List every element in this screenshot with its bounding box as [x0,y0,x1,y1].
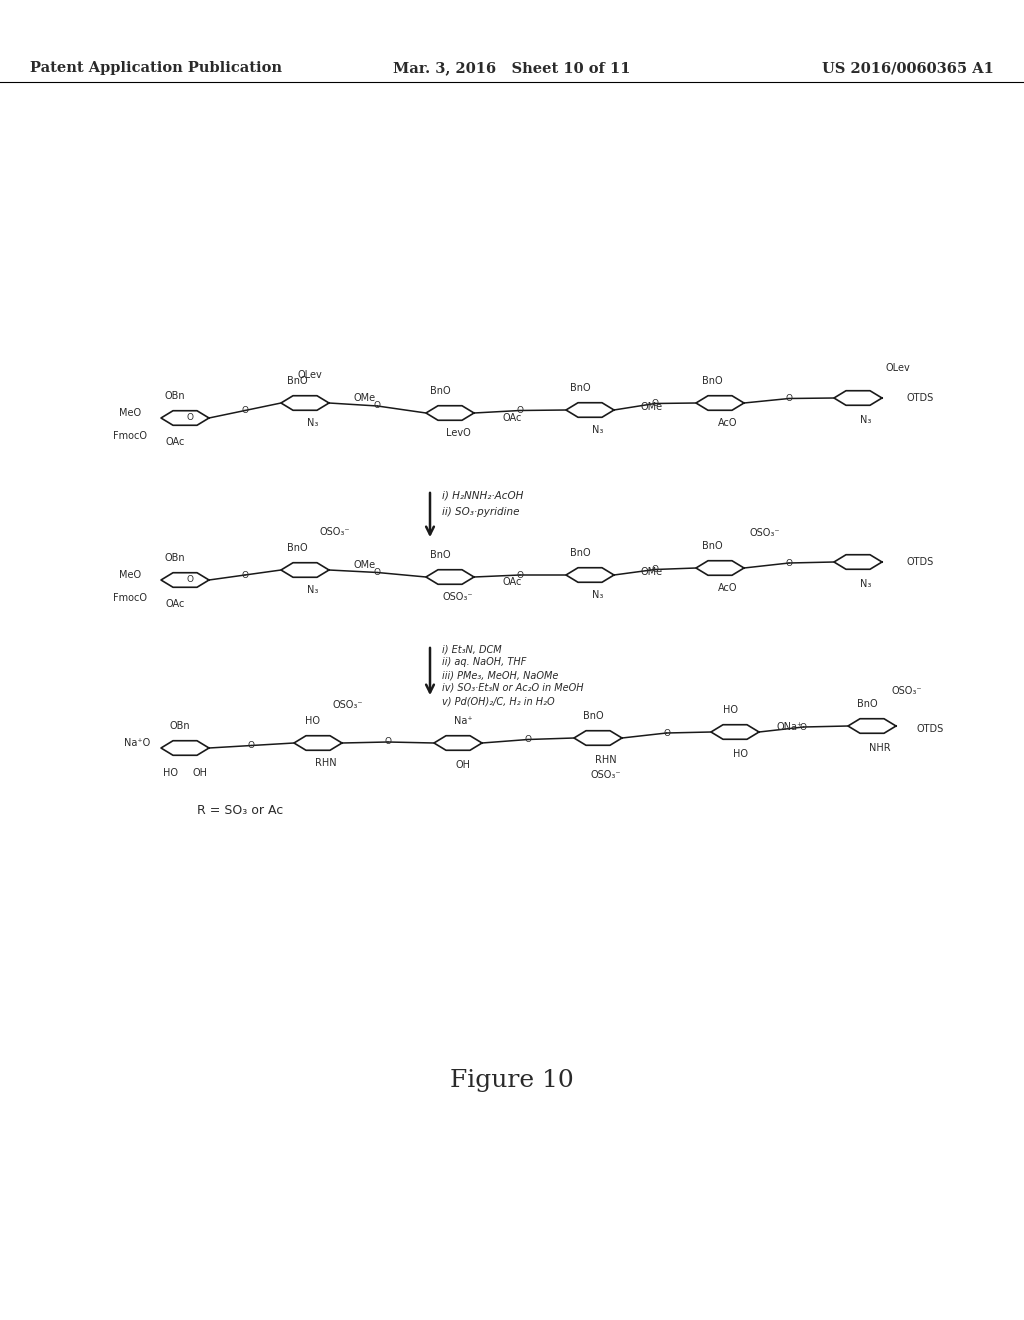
Text: N₃: N₃ [592,425,604,436]
Text: BnO: BnO [287,376,307,385]
Text: O: O [242,570,249,579]
Text: OBn: OBn [165,391,185,401]
Text: OTDS: OTDS [906,557,934,568]
Text: OLev: OLev [886,363,910,374]
Text: OTDS: OTDS [916,723,944,734]
Text: O: O [186,576,194,585]
Text: AcO: AcO [718,583,737,593]
Text: OH: OH [456,760,470,770]
Text: FmocO: FmocO [113,593,147,603]
Text: N₃: N₃ [860,414,871,425]
Text: Figure 10: Figure 10 [451,1068,573,1092]
Text: N₃: N₃ [307,418,318,428]
Text: OMe: OMe [354,560,376,570]
Text: BnO: BnO [430,385,451,396]
Text: NHR: NHR [869,743,891,752]
Text: OAc: OAc [165,599,184,609]
Text: O: O [516,570,523,579]
Text: OSO₃⁻: OSO₃⁻ [750,528,780,539]
Text: OBn: OBn [165,553,185,564]
Text: LevO: LevO [445,428,470,438]
Text: OSO₃⁻: OSO₃⁻ [319,527,350,537]
Text: BnO: BnO [701,376,722,385]
Text: HO: HO [732,748,748,759]
Text: MeO: MeO [119,570,141,579]
Text: OMe: OMe [354,393,376,403]
Text: O: O [524,735,531,744]
Text: OAc: OAc [503,577,521,587]
Text: OSO₃⁻: OSO₃⁻ [333,700,364,710]
Text: FmocO: FmocO [113,432,147,441]
Text: ONa⁺: ONa⁺ [777,722,803,733]
Text: ii) SO₃·pyridine: ii) SO₃·pyridine [442,507,519,517]
Text: BnO: BnO [569,548,590,558]
Text: iv) SO₃·Et₃N or Ac₂O in MeOH: iv) SO₃·Et₃N or Ac₂O in MeOH [442,682,584,693]
Text: O: O [785,393,793,403]
Text: N₃: N₃ [307,585,318,595]
Text: OSO₃⁻: OSO₃⁻ [442,591,473,602]
Text: OLev: OLev [298,370,323,380]
Text: BnO: BnO [583,711,603,721]
Text: i) H₂NNH₂·AcOH: i) H₂NNH₂·AcOH [442,490,523,500]
Text: OH: OH [193,768,208,777]
Text: iii) PMe₃, MeOH, NaOMe: iii) PMe₃, MeOH, NaOMe [442,671,558,680]
Text: N₃: N₃ [860,579,871,589]
Text: O: O [374,401,381,411]
Text: OTDS: OTDS [906,393,934,403]
Text: R = SO₃ or Ac: R = SO₃ or Ac [197,804,283,817]
Text: US 2016/0060365 A1: US 2016/0060365 A1 [822,61,994,75]
Text: RHN: RHN [595,755,616,766]
Text: O: O [663,729,670,738]
Text: O: O [651,399,658,408]
Text: OMe: OMe [641,568,664,577]
Text: AcO: AcO [718,418,737,428]
Text: BnO: BnO [287,543,307,553]
Text: HO: HO [163,768,177,777]
Text: OSO₃⁻: OSO₃⁻ [892,686,923,696]
Text: N₃: N₃ [592,590,604,601]
Text: Patent Application Publication: Patent Application Publication [30,61,282,75]
Text: O: O [384,738,391,747]
Text: BnO: BnO [701,541,722,550]
Text: O: O [516,407,523,414]
Text: MeO: MeO [119,408,141,418]
Text: O: O [374,568,381,577]
Text: HO: HO [305,715,321,726]
Text: O: O [242,407,249,414]
Text: BnO: BnO [857,700,878,709]
Text: BnO: BnO [430,550,451,560]
Text: OAc: OAc [503,413,521,422]
Text: O: O [248,741,255,750]
Text: OAc: OAc [165,437,184,447]
Text: OMe: OMe [641,403,664,412]
Text: Na⁺O: Na⁺O [124,738,151,748]
Text: OSO₃⁻: OSO₃⁻ [591,770,622,780]
Text: O: O [651,565,658,574]
Text: RHN: RHN [315,758,337,768]
Text: Na⁺: Na⁺ [454,715,472,726]
Text: BnO: BnO [569,383,590,393]
Text: v) Pd(OH)₂/C, H₂ in H₂O: v) Pd(OH)₂/C, H₂ in H₂O [442,696,555,706]
Text: ii) aq. NaOH, THF: ii) aq. NaOH, THF [442,657,526,667]
Text: O: O [800,722,807,731]
Text: O: O [186,413,194,422]
Text: OBn: OBn [170,721,190,731]
Text: HO: HO [723,705,737,715]
Text: Mar. 3, 2016   Sheet 10 of 11: Mar. 3, 2016 Sheet 10 of 11 [393,61,631,75]
Text: i) Et₃N, DCM: i) Et₃N, DCM [442,644,502,653]
Text: O: O [785,558,793,568]
